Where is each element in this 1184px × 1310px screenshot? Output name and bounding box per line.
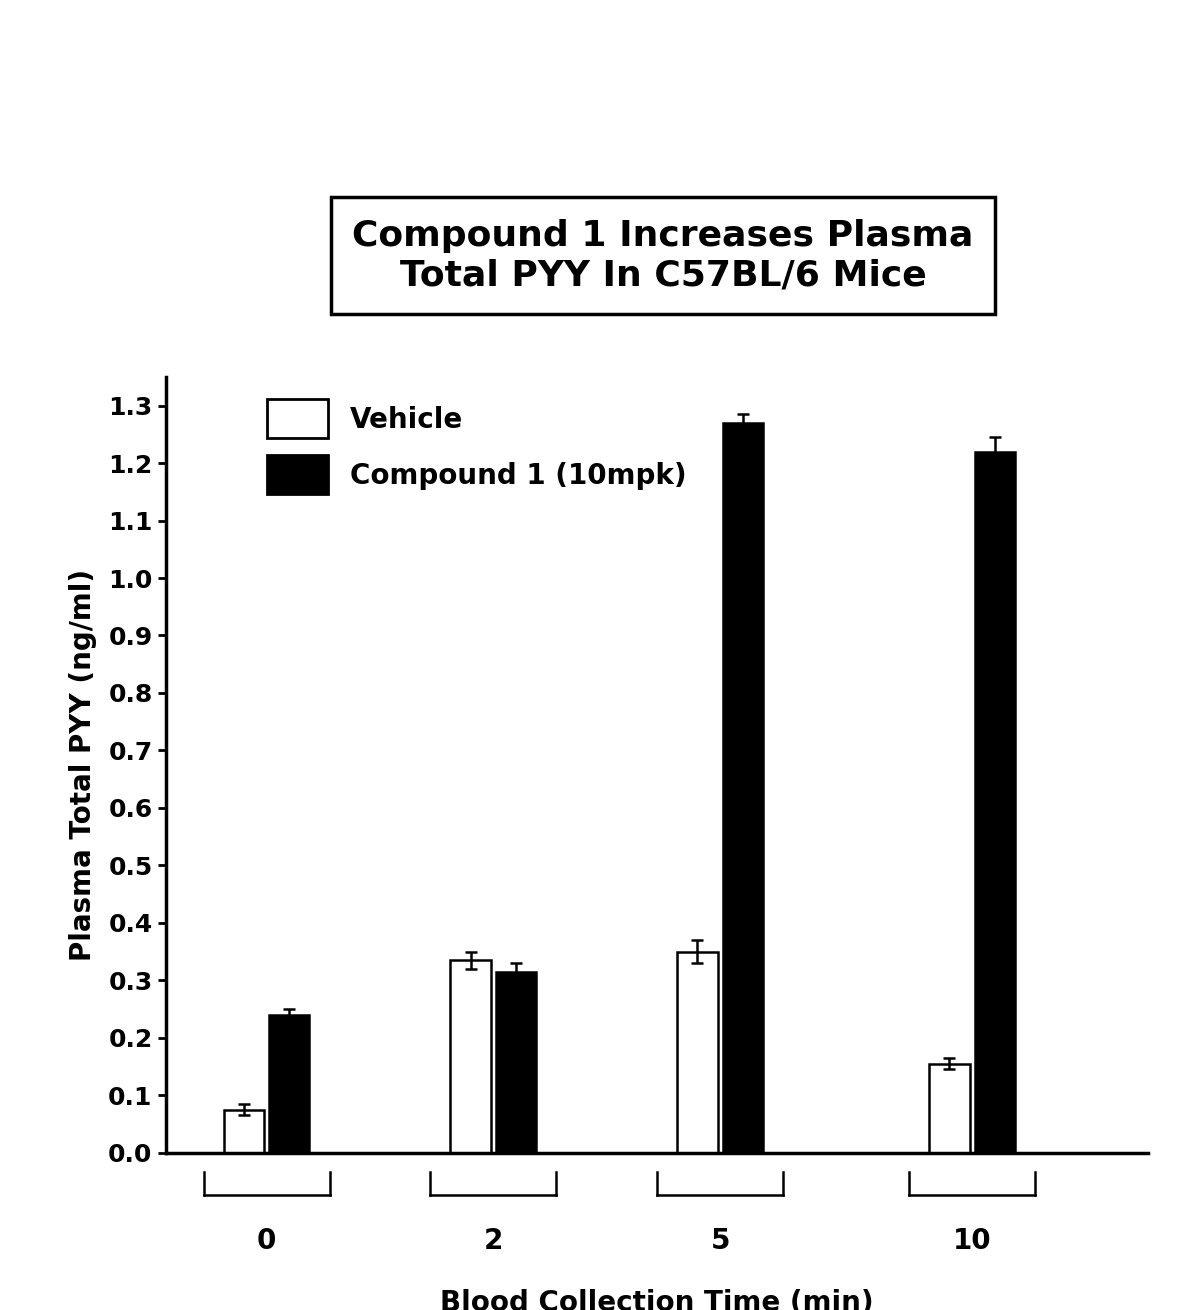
Legend: Vehicle, Compound 1 (10mpk): Vehicle, Compound 1 (10mpk)	[258, 390, 695, 503]
Text: Blood Collection Time (min): Blood Collection Time (min)	[440, 1289, 874, 1310]
Bar	[496, 972, 536, 1153]
Bar	[450, 960, 491, 1153]
Bar	[974, 452, 1015, 1153]
Y-axis label: Plasma Total PYY (ng/ml): Plasma Total PYY (ng/ml)	[69, 569, 97, 960]
Text: Compound 1 Increases Plasma
Total PYY In C57BL/6 Mice: Compound 1 Increases Plasma Total PYY In…	[353, 219, 973, 292]
Bar	[722, 423, 762, 1153]
Text: 2: 2	[483, 1226, 503, 1255]
Text: 5: 5	[710, 1226, 729, 1255]
Text: 0: 0	[257, 1226, 276, 1255]
Bar	[929, 1064, 970, 1153]
Bar	[677, 951, 718, 1153]
Bar	[269, 1015, 309, 1153]
Bar	[224, 1110, 264, 1153]
Text: 10: 10	[953, 1226, 991, 1255]
